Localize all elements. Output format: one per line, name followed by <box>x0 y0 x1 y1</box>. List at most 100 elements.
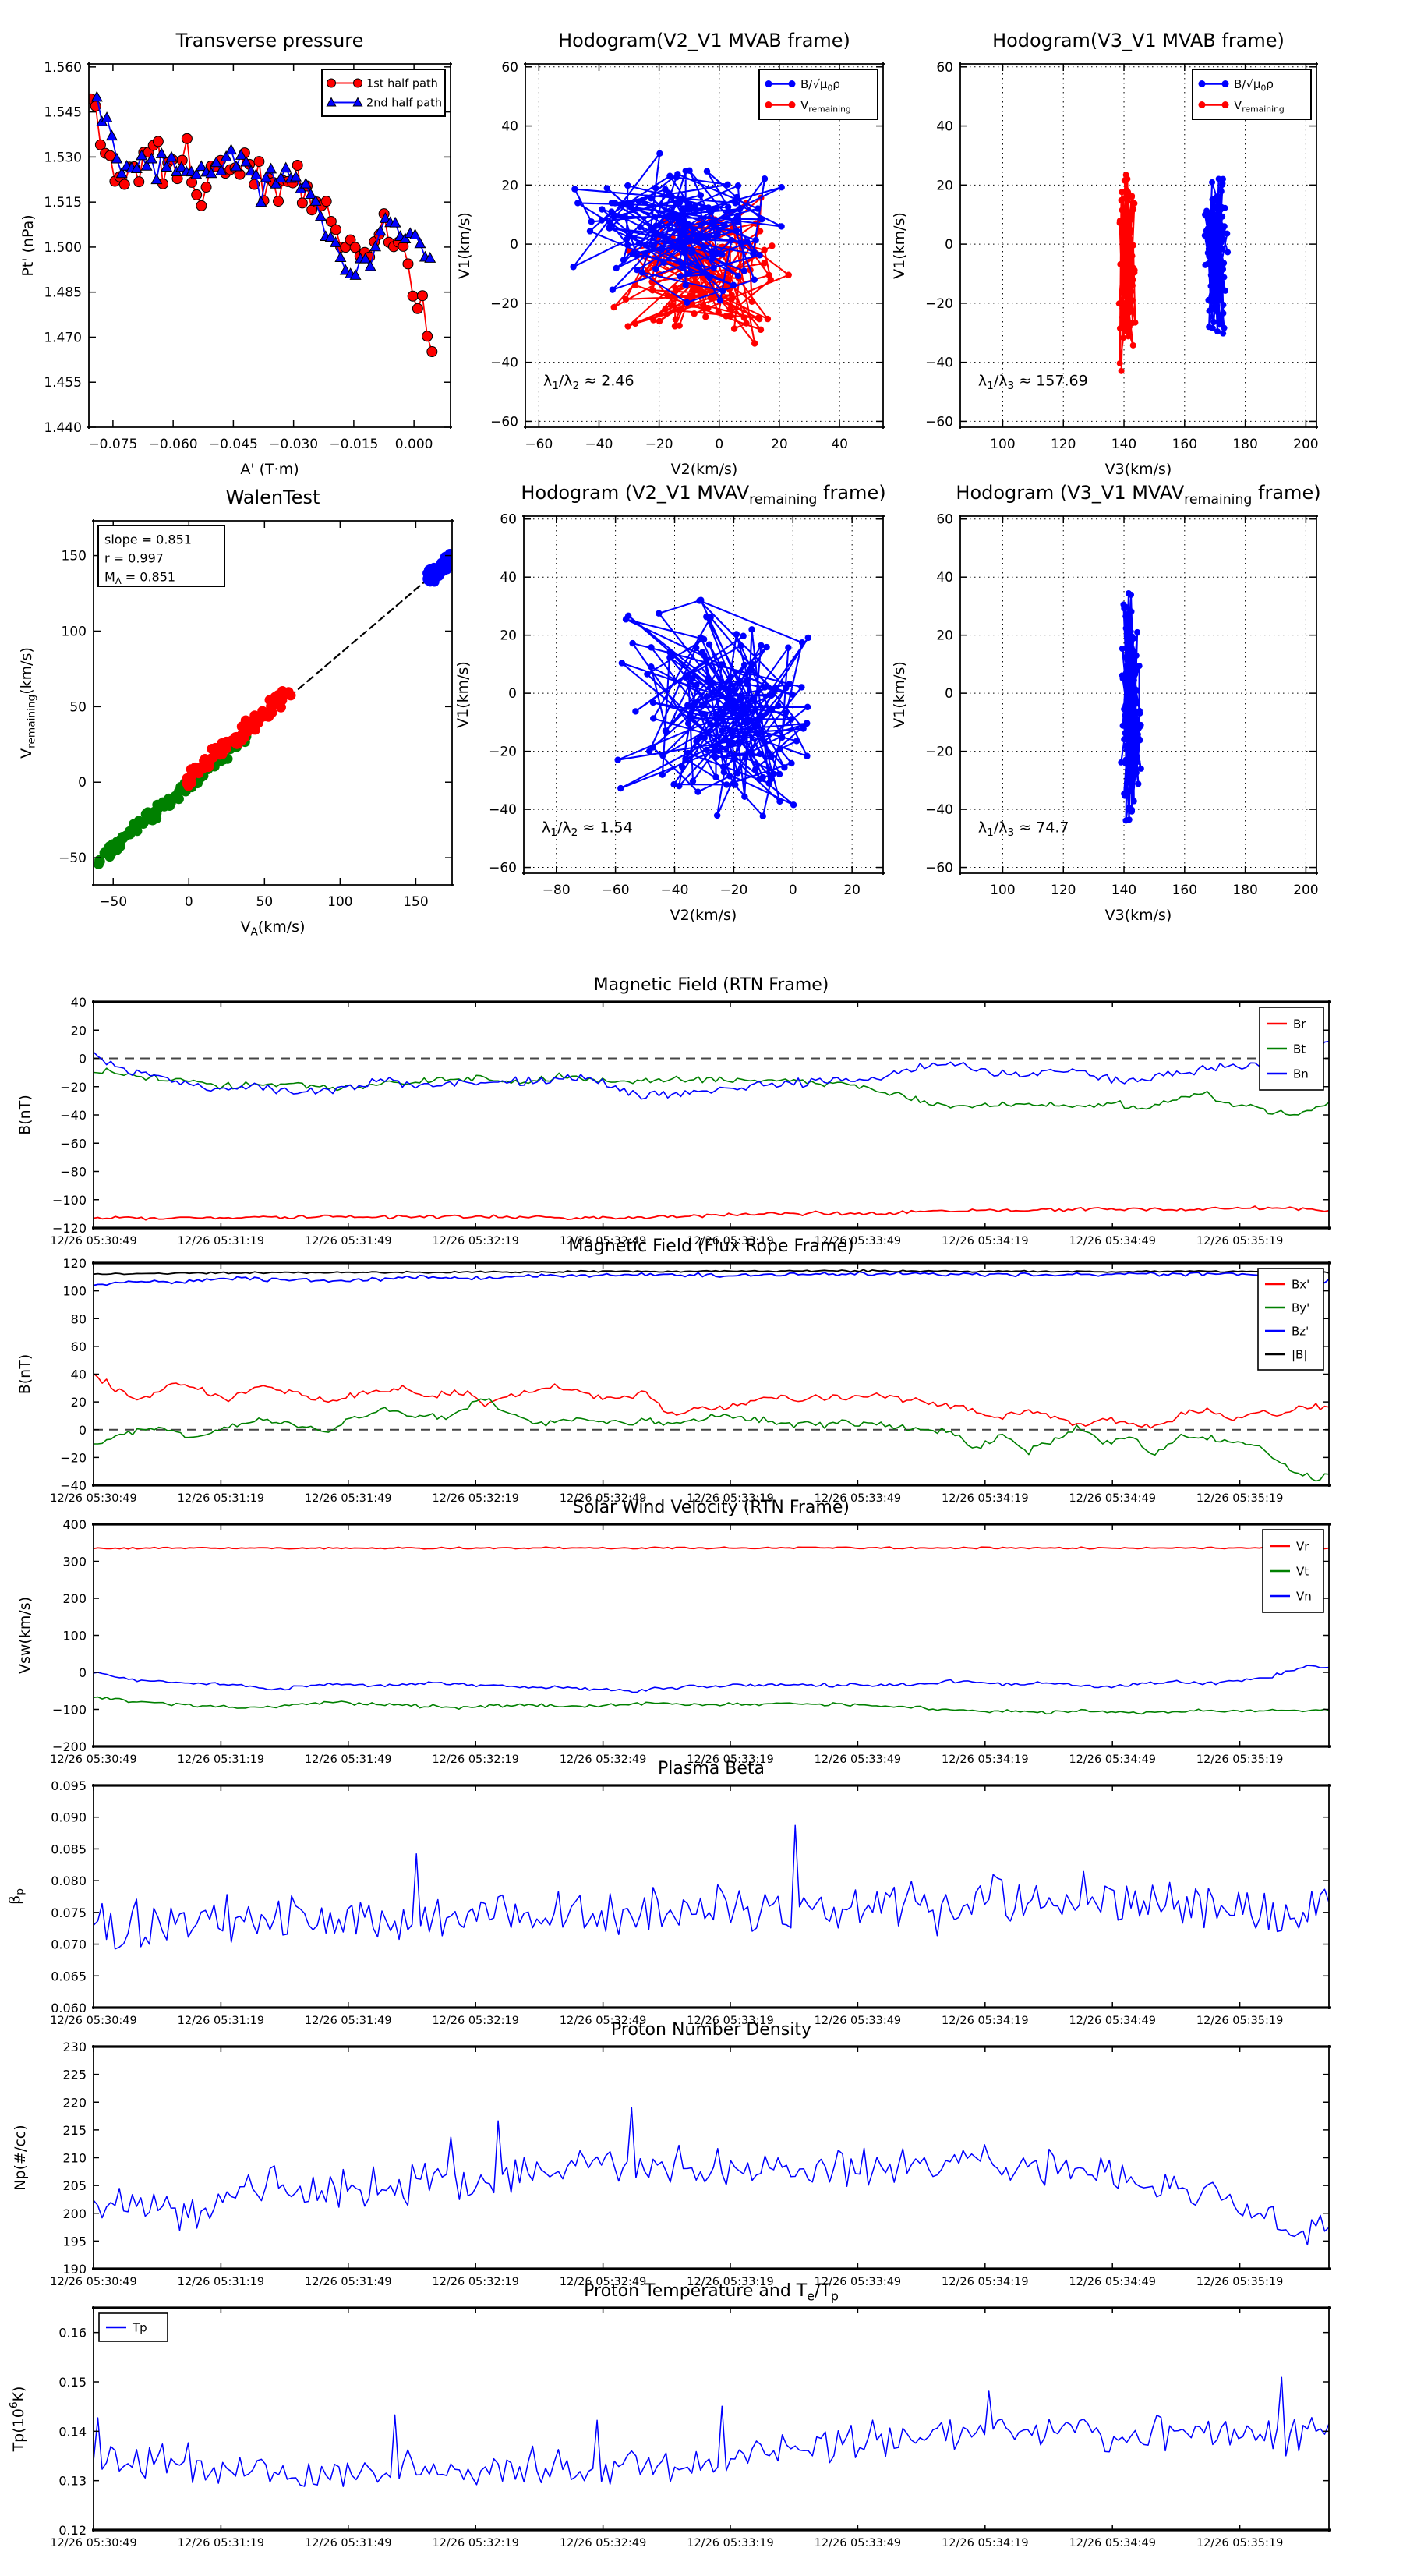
svg-text:150: 150 <box>62 549 87 564</box>
svg-text:0.13: 0.13 <box>58 2474 87 2489</box>
svg-text:|B|: |B| <box>1292 1347 1307 1361</box>
svg-text:V1(km/s): V1(km/s) <box>454 661 472 728</box>
svg-text:100: 100 <box>990 437 1015 452</box>
svg-text:100: 100 <box>990 883 1015 898</box>
svg-text:−60: −60 <box>60 1136 87 1151</box>
svg-text:20: 20 <box>71 1023 87 1038</box>
svg-text:0.095: 0.095 <box>51 1778 87 1793</box>
svg-text:βp: βp <box>6 1888 27 1905</box>
svg-text:12/26 05:31:49: 12/26 05:31:49 <box>305 1753 392 1766</box>
svg-text:Np(#/cc): Np(#/cc) <box>12 2125 29 2190</box>
svg-text:0: 0 <box>510 237 518 253</box>
svg-text:WalenTest: WalenTest <box>226 487 320 508</box>
panel-proton-density: 12/26 05:30:49 12/26 05:31:19 12/26 05:31:… <box>12 2020 1331 2288</box>
svg-text:40: 40 <box>936 119 953 135</box>
svg-text:Hodogram (V3_V1 MVAVremaining: Hodogram (V3_V1 MVAVremaining frame) <box>956 482 1320 508</box>
svg-text:20: 20 <box>936 178 953 193</box>
svg-text:−60: −60 <box>602 883 630 898</box>
svg-text:80: 80 <box>71 1311 87 1326</box>
svg-text:0: 0 <box>79 1665 87 1680</box>
svg-text:40: 40 <box>71 1368 87 1382</box>
svg-text:λ1/λ2 ≈ 2.46: λ1/λ2 ≈ 2.46 <box>543 372 634 392</box>
svg-text:−20: −20 <box>925 745 953 760</box>
panel-hodogram-v2v1-mvav: −80 −60 −40 −20 0 20 −60 −40 −20 0 20 40 60Hodogram … <box>454 482 886 924</box>
svg-text:Bn: Bn <box>1293 1067 1309 1081</box>
svg-text:Vsw(km/s): Vsw(km/s) <box>16 1597 34 1674</box>
svg-text:V2(km/s): V2(km/s) <box>671 461 738 478</box>
svg-text:60: 60 <box>501 60 518 76</box>
svg-text:−50: −50 <box>99 894 127 910</box>
svg-text:200: 200 <box>62 1591 87 1606</box>
svg-text:−40: −40 <box>661 883 689 898</box>
svg-text:−60: −60 <box>489 861 517 876</box>
svg-text:−20: −20 <box>719 883 747 898</box>
svg-text:400: 400 <box>62 1517 87 1532</box>
svg-text:A' (T·m): A' (T·m) <box>240 461 299 478</box>
svg-text:12/26 05:35:19: 12/26 05:35:19 <box>1196 1235 1284 1247</box>
svg-text:230: 230 <box>62 2040 87 2054</box>
svg-text:12/26 05:30:49: 12/26 05:30:49 <box>50 1753 137 1766</box>
svg-text:0: 0 <box>715 437 723 452</box>
svg-text:0.085: 0.085 <box>51 1842 87 1856</box>
svg-text:−0.015: −0.015 <box>329 437 378 452</box>
svg-text:1.485: 1.485 <box>44 285 82 301</box>
svg-text:12/26 05:34:49: 12/26 05:34:49 <box>1069 2276 1156 2288</box>
svg-text:By': By' <box>1292 1300 1309 1315</box>
svg-text:12/26 05:33:49: 12/26 05:33:49 <box>815 1753 902 1766</box>
svg-text:−60: −60 <box>925 861 953 876</box>
svg-text:12/26 05:31:19: 12/26 05:31:19 <box>178 2276 265 2288</box>
svg-text:12/26 05:35:19: 12/26 05:35:19 <box>1196 2276 1284 2288</box>
svg-text:50: 50 <box>256 894 274 910</box>
svg-text:Hodogram(V2_V1 MVAB frame): Hodogram(V2_V1 MVAB frame) <box>558 30 850 51</box>
svg-text:Hodogram (V2_V1 MVAVremaining: Hodogram (V2_V1 MVAVremaining frame) <box>521 482 885 508</box>
svg-text:0: 0 <box>185 894 193 910</box>
svg-text:−20: −20 <box>645 437 673 452</box>
svg-text:1.470: 1.470 <box>44 330 82 345</box>
svg-text:−40: −40 <box>925 802 953 818</box>
svg-text:−80: −80 <box>542 883 571 898</box>
svg-text:Hodogram(V3_V1 MVAB frame): Hodogram(V3_V1 MVAB frame) <box>992 30 1285 51</box>
svg-text:0: 0 <box>789 883 797 898</box>
svg-text:−80: −80 <box>60 1165 87 1180</box>
svg-text:140: 140 <box>1111 437 1136 452</box>
svg-text:−20: −20 <box>490 296 518 312</box>
svg-text:225: 225 <box>62 2068 87 2082</box>
svg-text:12/26 05:35:19: 12/26 05:35:19 <box>1196 1492 1284 1505</box>
svg-text:100: 100 <box>62 1284 87 1299</box>
svg-text:Tp: Tp <box>132 2320 147 2334</box>
svg-text:40: 40 <box>501 119 518 135</box>
svg-text:λ1/λ3 ≈ 157.69: λ1/λ3 ≈ 157.69 <box>978 372 1088 392</box>
svg-text:20: 20 <box>71 1395 87 1410</box>
svg-text:12/26 05:33:19: 12/26 05:33:19 <box>687 1492 774 1505</box>
svg-text:40: 40 <box>831 437 848 452</box>
svg-text:12/26 05:32:19: 12/26 05:32:19 <box>432 1235 519 1247</box>
svg-text:Plasma Beta: Plasma Beta <box>658 1759 765 1778</box>
svg-text:12/26 05:34:19: 12/26 05:34:19 <box>942 2015 1029 2027</box>
svg-text:190: 190 <box>62 2262 87 2277</box>
svg-text:0: 0 <box>79 1423 87 1438</box>
svg-text:200: 200 <box>62 2206 87 2221</box>
svg-text:150: 150 <box>403 894 428 910</box>
svg-text:20: 20 <box>843 883 861 898</box>
svg-text:0.000: 0.000 <box>395 437 433 452</box>
svg-text:Proton Temperature and Te/Tp: Proton Temperature and Te/Tp <box>584 2281 839 2303</box>
svg-text:12/26 05:34:19: 12/26 05:34:19 <box>942 1492 1029 1505</box>
svg-text:220: 220 <box>62 2095 87 2110</box>
svg-text:40: 40 <box>936 570 953 586</box>
svg-text:0.16: 0.16 <box>58 2326 87 2341</box>
svg-text:12/26 05:34:49: 12/26 05:34:49 <box>1069 1753 1156 1766</box>
svg-text:12/26 05:34:19: 12/26 05:34:19 <box>942 1235 1029 1247</box>
svg-text:Pt' (nPa): Pt' (nPa) <box>19 214 37 276</box>
svg-text:0.090: 0.090 <box>51 1810 87 1825</box>
svg-text:12/26 05:32:19: 12/26 05:32:19 <box>432 2276 519 2288</box>
svg-text:−100: −100 <box>52 1193 87 1208</box>
svg-text:12/26 05:32:19: 12/26 05:32:19 <box>432 1492 519 1505</box>
svg-text:λ1/λ3 ≈ 74.7: λ1/λ3 ≈ 74.7 <box>978 819 1069 839</box>
svg-text:195: 195 <box>62 2234 87 2249</box>
svg-text:120: 120 <box>1051 437 1076 452</box>
svg-text:1.545: 1.545 <box>44 105 82 121</box>
svg-text:2nd half path: 2nd half path <box>366 97 442 110</box>
svg-text:0.080: 0.080 <box>51 1874 87 1888</box>
svg-text:160: 160 <box>1172 883 1197 898</box>
